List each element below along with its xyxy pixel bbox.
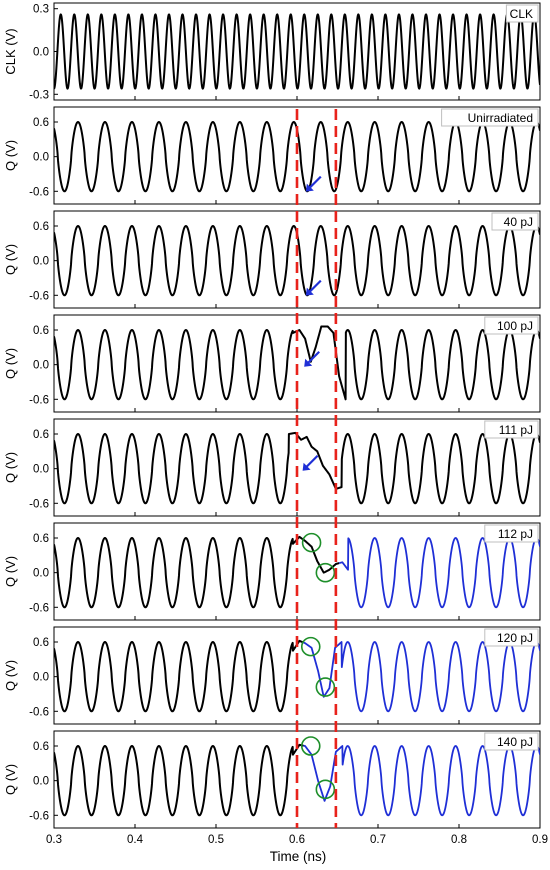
- y-tick-label: 0.0: [33, 47, 49, 59]
- y-tick-label: -0.6: [29, 498, 49, 510]
- y-tick-label: 0.0: [33, 568, 49, 580]
- y-tick-label: 0.6: [33, 741, 49, 753]
- panel-1: 0.6 0.0 -0.6 Q (V) Unirradiated: [3, 106, 541, 205]
- highlight-circle: [315, 677, 336, 697]
- y-axis-label: Q (V): [3, 348, 18, 379]
- panel-0: 0.3 0.0 -0.3 CLK (V) CLK: [3, 2, 541, 101]
- arrow-head: [304, 358, 313, 367]
- y-tick-label: 0.3: [33, 4, 49, 16]
- y-axis-label: Q (V): [3, 140, 18, 171]
- y-tick-label: -0.6: [29, 394, 49, 406]
- y-tick-label: 0.0: [33, 776, 49, 788]
- y-axis-label: Q (V): [3, 660, 18, 691]
- panel-2: 0.6 0.0 -0.6 Q (V) 40 pJ: [3, 210, 541, 309]
- panel-label: 40 pJ: [504, 215, 533, 229]
- y-tick-label: 0.0: [33, 152, 49, 164]
- panel-label-box: [484, 628, 539, 647]
- trace-line-blue: [302, 744, 540, 817]
- highlight-circle: [315, 779, 336, 800]
- panel-label: 100 pJ: [497, 319, 533, 333]
- panel-label-box: [484, 732, 539, 751]
- y-tick-label: -0.6: [29, 810, 49, 822]
- panels-group: 0.3 0.0 -0.3 CLK (V) CLK 0.6 0.0 -0.6 Q (V) Unirr…: [3, 2, 541, 829]
- arrow-shaft: [306, 350, 320, 365]
- panel-label-box: [505, 4, 539, 23]
- y-axis-label: CLK (V): [3, 28, 18, 74]
- marker-lines-group: [295, 109, 338, 828]
- y-tick-label: 0.6: [33, 637, 49, 649]
- panel-6: 0.6 0.0 -0.6 Q (V) 120 pJ: [3, 626, 541, 725]
- arrow-head: [305, 183, 314, 192]
- panel-label: CLK: [510, 7, 533, 21]
- highlight-circle: [315, 562, 336, 583]
- panel-label: 120 pJ: [497, 631, 533, 645]
- arrow-shaft: [308, 175, 322, 190]
- x-tick-label: 0.5: [208, 834, 224, 846]
- x-axis: 0.3 0.4 0.5 0.6 0.7 0.8 0.9: [46, 834, 548, 846]
- x-tick-label: 0.6: [289, 834, 305, 846]
- y-axis-label: Q (V): [3, 556, 18, 587]
- y-tick-label: -0.6: [29, 602, 49, 614]
- panel-label-box: [484, 420, 539, 439]
- trace-line: [54, 639, 305, 713]
- highlight-circle: [300, 636, 321, 657]
- y-tick-label: 0.6: [33, 429, 49, 441]
- y-axis-label: Q (V): [3, 452, 18, 483]
- trace-line-blue: [338, 537, 540, 609]
- panel-label-box: [491, 212, 539, 231]
- y-tick-label: 0.0: [33, 672, 49, 684]
- highlight-circle: [301, 532, 322, 553]
- trace-line: [54, 13, 540, 90]
- panel-label-box: [484, 316, 539, 335]
- y-axis-label: Q (V): [3, 764, 18, 795]
- y-tick-label: 0.0: [33, 464, 49, 476]
- panel-label: 112 pJ: [498, 527, 533, 541]
- y-tick-label: -0.6: [29, 186, 49, 198]
- y-tick-label: 0.6: [33, 117, 49, 129]
- trace-line-blue: [302, 641, 540, 713]
- panel-3: 0.6 0.0 -0.6 Q (V) 100 pJ: [3, 314, 541, 413]
- y-tick-label: 0.0: [33, 360, 49, 372]
- y-tick-label: 0.6: [33, 533, 49, 545]
- panel-label: 140 pJ: [497, 735, 533, 749]
- highlight-circle: [300, 736, 321, 756]
- x-axis-label: Time (ns): [270, 849, 327, 864]
- arrow-shaft: [304, 454, 319, 469]
- panel-4: 0.6 0.0 -0.6 Q (V) 111 pJ: [3, 418, 541, 517]
- y-tick-label: 0.6: [33, 325, 49, 337]
- y-tick-label: -0.6: [29, 290, 49, 302]
- x-tick-label: 0.9: [532, 834, 548, 846]
- x-tick-label: 0.4: [127, 834, 144, 846]
- panel-label-box: [441, 108, 539, 127]
- panel-label-box: [484, 524, 539, 543]
- panel-label: Unirradiated: [468, 111, 533, 125]
- y-axis-label: Q (V): [3, 244, 18, 275]
- x-tick-label: 0.7: [370, 834, 386, 846]
- panel-label: 111 pJ: [499, 423, 533, 437]
- x-tick-label: 0.8: [451, 834, 467, 846]
- arrow-shaft: [308, 279, 322, 294]
- y-tick-label: -0.3: [29, 89, 49, 101]
- arrow-head: [302, 462, 311, 471]
- y-tick-label: 0.6: [33, 221, 49, 233]
- arrow-head: [305, 287, 314, 296]
- y-tick-label: -0.6: [29, 706, 49, 718]
- y-tick-label: 0.0: [33, 256, 49, 268]
- panel-7: 0.6 0.0 -0.6 Q (V) 140 pJ: [3, 730, 541, 829]
- trace-line: [54, 535, 340, 609]
- x-tick-label: 0.3: [46, 834, 62, 846]
- panel-5: 0.6 0.0 -0.6 Q (V) 112 pJ: [3, 522, 541, 621]
- trace-line: [54, 743, 305, 817]
